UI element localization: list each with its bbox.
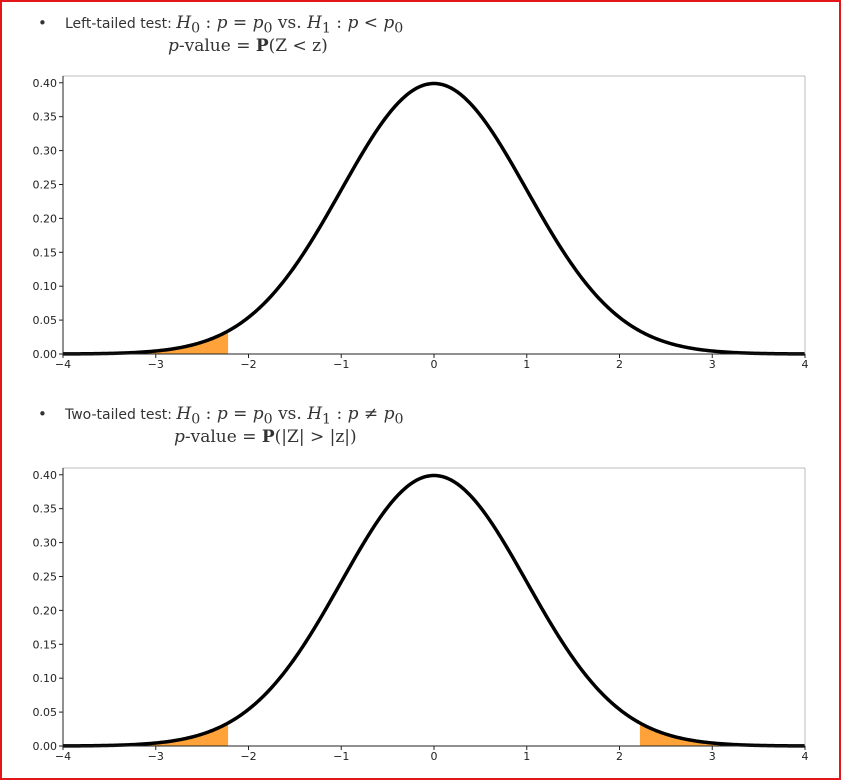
pvalue-expression: (|Z| > |z|) xyxy=(274,427,357,447)
x-tick-label: 2 xyxy=(616,358,623,371)
p-variable: p xyxy=(216,404,228,424)
p0b-subscript: 0 xyxy=(394,20,404,37)
shaded-region-0 xyxy=(63,722,229,746)
x-tick-label: −2 xyxy=(240,750,256,763)
y-tick-label: 0.35 xyxy=(33,111,58,124)
x-tick-label: 4 xyxy=(802,358,809,371)
x-tick-label: 0 xyxy=(431,358,438,371)
shaded-region-0 xyxy=(63,330,229,354)
h0-subscript: 0 xyxy=(191,411,201,428)
h0-colon: : xyxy=(200,13,217,33)
y-tick-label: 0.35 xyxy=(33,503,58,516)
versus-text: vs. xyxy=(272,13,308,33)
y-tick-label: 0.15 xyxy=(33,246,58,259)
hypothesis-line: Two-tailed test: H0 : p = p0 vs. H1 : p … xyxy=(65,404,403,429)
test-label: Left-tailed test: xyxy=(65,16,177,32)
density-curve xyxy=(62,473,806,748)
alternative-operator: < xyxy=(358,13,384,33)
y-tick-label: 0.00 xyxy=(33,740,58,753)
x-tick-label: 3 xyxy=(709,358,716,371)
density-curve xyxy=(62,81,806,356)
p0b-subscript: 0 xyxy=(394,411,404,428)
y-tick-label: 0.40 xyxy=(33,469,58,482)
x-tick-label: −4 xyxy=(55,358,71,371)
h1-letter: H xyxy=(307,13,322,33)
chart-layer: −4 −3 −2 −1 0 1 2 3 4 0.00 0.05 0.10 0.15 0.20 0.25 0.3… xyxy=(33,75,809,371)
chart-layer: −4 −3 −2 −1 0 1 2 3 4 0.00 0.05 0.10 0.15 0.20 0.25 0.3… xyxy=(33,467,809,763)
hypothesis-math: H0 : p = p0 vs. H1 : p < p0 xyxy=(176,13,404,37)
pvalue-expression: (Z < z) xyxy=(268,36,328,56)
x-tick-label: −2 xyxy=(240,358,256,371)
y-tick-label: 0.30 xyxy=(33,145,58,158)
equals-sign: = xyxy=(227,13,253,33)
p0b-letter: p xyxy=(383,13,395,33)
p0b-letter: p xyxy=(383,404,395,424)
pvalue-word: -value = xyxy=(178,36,256,56)
x-tick-label: −1 xyxy=(333,750,349,763)
y-tick-label: 0.15 xyxy=(33,638,58,651)
alternative-operator: ≠ xyxy=(358,404,384,424)
y-tick-label: 0.20 xyxy=(33,604,58,617)
y-tick-label: 0.05 xyxy=(33,314,58,327)
h1-colon: : xyxy=(331,404,348,424)
x-tick-label: 1 xyxy=(523,750,530,763)
x-tick-label: 3 xyxy=(709,750,716,763)
y-tick-label: 0.30 xyxy=(33,537,58,550)
pvalue-line: p-value = P(Z < z) xyxy=(168,36,328,56)
p-variable-2: p xyxy=(347,13,359,33)
pvalue-p-letter: p xyxy=(174,427,185,447)
y-tick-label: 0.40 xyxy=(33,77,58,90)
shaded-region-1 xyxy=(639,722,805,746)
y-tick-label: 0.10 xyxy=(33,672,58,685)
h1-subscript: 1 xyxy=(322,411,332,428)
p-variable-2: p xyxy=(347,404,359,424)
bullet: • xyxy=(38,405,47,423)
x-tick-label: 2 xyxy=(616,750,623,763)
y-tick-label: 0.10 xyxy=(33,280,58,293)
equals-sign: = xyxy=(227,404,253,424)
p0-subscript: 0 xyxy=(263,411,273,428)
x-tick-label: 1 xyxy=(523,358,530,371)
h0-letter: H xyxy=(176,13,192,33)
x-tick-label: 0 xyxy=(431,750,438,763)
test-label: Two-tailed test: xyxy=(65,407,177,423)
x-tick-label: −1 xyxy=(333,358,349,371)
hypothesis-line: Left-tailed test: H0 : p = p0 vs. H1 : p… xyxy=(65,13,403,38)
bullet: • xyxy=(38,14,47,32)
h1-colon: : xyxy=(330,13,348,33)
p0-letter: p xyxy=(252,404,264,424)
versus-text: vs. xyxy=(272,404,308,424)
p0-letter: p xyxy=(252,13,264,33)
y-tick-label: 0.25 xyxy=(33,570,58,583)
probability-symbol: P xyxy=(261,427,275,447)
probability-symbol: P xyxy=(255,36,269,56)
x-tick-label: −3 xyxy=(148,750,164,763)
x-tick-label: −3 xyxy=(148,358,164,371)
two-tailed-chart: −4 −3 −2 −1 0 1 2 3 4 0.00 0.05 0.10 0.15 0.20 0.25 0.3… xyxy=(33,467,809,763)
p-variable: p xyxy=(216,13,228,33)
x-tick-label: −4 xyxy=(55,750,71,763)
y-tick-label: 0.25 xyxy=(33,178,58,191)
p0-subscript: 0 xyxy=(263,20,273,37)
x-tick-label: 4 xyxy=(802,750,809,763)
h0-subscript: 0 xyxy=(191,20,201,37)
h1-letter: H xyxy=(307,404,323,424)
pvalue-p-letter: p xyxy=(168,36,179,56)
left-tailed-chart: −4 −3 −2 −1 0 1 2 3 4 0.00 0.05 0.10 0.15 0.20 0.25 0.3… xyxy=(33,75,809,371)
hypothesis-math: H0 : p = p0 vs. H1 : p ≠ p0 xyxy=(176,404,404,428)
y-tick-label: 0.05 xyxy=(33,706,58,719)
h0-letter: H xyxy=(176,404,192,424)
h0-colon: : xyxy=(200,404,217,424)
y-tick-label: 0.20 xyxy=(33,212,58,225)
pvalue-word: -value = xyxy=(184,427,262,447)
y-tick-label: 0.00 xyxy=(33,348,58,361)
pvalue-line: p-value = P(|Z| > |z|) xyxy=(174,427,357,447)
h1-subscript: 1 xyxy=(321,20,331,37)
